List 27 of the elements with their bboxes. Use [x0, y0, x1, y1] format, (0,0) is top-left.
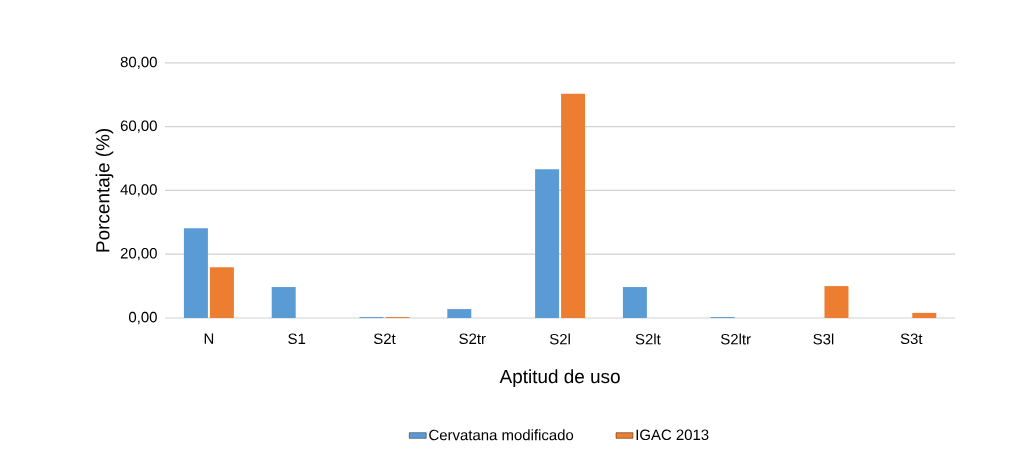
x-tick-label: S3l: [813, 333, 834, 345]
bar: [271, 287, 296, 318]
x-tick-label: S2lt: [635, 333, 661, 345]
x-tick-label: S2t: [373, 333, 396, 345]
bar: [622, 287, 647, 318]
bar: [561, 93, 586, 318]
y-tick-label: 80,00: [120, 56, 157, 69]
x-tick-label: S2tr: [459, 333, 486, 345]
y-tick-label: 40,00: [120, 184, 157, 197]
bar: [824, 286, 849, 318]
x-tick-label: S1: [288, 333, 306, 345]
legend-label: Cervatana modificado: [429, 429, 574, 441]
y-axis-title: Porcentaje (%): [95, 129, 114, 252]
y-tick-label: 0,00: [128, 311, 157, 325]
x-tick-label: N: [204, 333, 214, 344]
bar: [183, 228, 208, 318]
bar: [447, 309, 472, 318]
bar: [535, 169, 560, 318]
bar: [912, 312, 937, 318]
bar: [209, 267, 234, 318]
x-tick-label: S2l: [549, 333, 570, 345]
y-tick-label: 60,00: [120, 120, 157, 133]
legend-label: IGAC 2013: [636, 429, 709, 441]
x-tick-label: S3t: [900, 333, 923, 345]
x-axis-title: Aptitud de uso: [499, 369, 620, 387]
y-tick-label: 20,00: [120, 248, 157, 261]
x-tick-label: S2ltr: [721, 333, 751, 345]
